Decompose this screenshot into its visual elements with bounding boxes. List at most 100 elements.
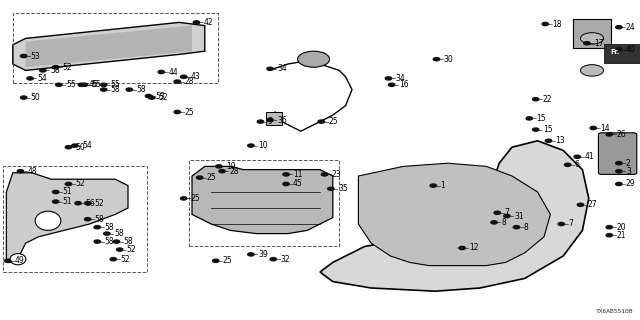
Text: 44: 44 <box>168 68 178 76</box>
Circle shape <box>174 80 180 83</box>
Text: 17: 17 <box>594 39 604 48</box>
Circle shape <box>321 173 328 176</box>
Circle shape <box>158 70 164 74</box>
Text: 51: 51 <box>63 188 72 196</box>
Text: 39: 39 <box>258 250 268 259</box>
Text: 52: 52 <box>63 63 72 72</box>
Text: 52: 52 <box>127 245 136 254</box>
Circle shape <box>56 83 62 86</box>
Text: 25: 25 <box>191 194 200 203</box>
Circle shape <box>459 246 465 250</box>
Circle shape <box>504 214 510 218</box>
Text: 58: 58 <box>111 85 120 94</box>
Text: Fr.: Fr. <box>610 49 620 55</box>
Circle shape <box>52 200 59 203</box>
Circle shape <box>216 165 222 168</box>
Circle shape <box>270 258 276 261</box>
Circle shape <box>84 202 91 205</box>
Circle shape <box>606 133 612 136</box>
Circle shape <box>196 176 203 179</box>
Text: 25: 25 <box>184 108 194 116</box>
Circle shape <box>148 96 155 99</box>
Text: 52: 52 <box>95 199 104 208</box>
Text: 42: 42 <box>204 18 213 27</box>
Text: 55: 55 <box>111 80 120 89</box>
Circle shape <box>248 253 254 256</box>
Text: 43: 43 <box>191 72 200 81</box>
Circle shape <box>616 48 622 51</box>
Text: 8: 8 <box>501 218 506 227</box>
Bar <box>573 19 611 48</box>
Circle shape <box>433 58 440 61</box>
Circle shape <box>580 65 604 76</box>
Circle shape <box>616 162 622 165</box>
Circle shape <box>40 69 46 72</box>
Text: 7: 7 <box>568 220 573 228</box>
Text: 15: 15 <box>543 125 552 134</box>
Text: 25: 25 <box>207 173 216 182</box>
Text: 23: 23 <box>332 170 341 179</box>
Text: 13: 13 <box>556 136 565 145</box>
Text: 31: 31 <box>514 212 524 220</box>
Text: 58: 58 <box>95 215 104 224</box>
Text: TX6AB5510B: TX6AB5510B <box>596 308 634 314</box>
Circle shape <box>145 94 152 98</box>
Circle shape <box>78 83 84 86</box>
Ellipse shape <box>35 211 61 230</box>
Circle shape <box>116 248 123 251</box>
Text: 16: 16 <box>399 80 408 89</box>
Circle shape <box>27 77 33 80</box>
Text: 21: 21 <box>616 231 626 240</box>
Text: 45: 45 <box>293 180 303 188</box>
Text: 58: 58 <box>50 66 60 75</box>
Bar <box>266 112 282 125</box>
Text: 36: 36 <box>277 116 287 124</box>
Circle shape <box>100 83 107 86</box>
Text: 48: 48 <box>28 167 37 176</box>
Circle shape <box>20 96 27 99</box>
Text: 46: 46 <box>88 80 98 89</box>
Text: 19: 19 <box>226 162 236 171</box>
Text: 25: 25 <box>223 256 232 265</box>
Polygon shape <box>192 166 333 234</box>
Text: 58: 58 <box>104 237 114 246</box>
Text: 58: 58 <box>104 223 114 232</box>
Polygon shape <box>13 22 205 70</box>
Circle shape <box>318 120 324 123</box>
Circle shape <box>545 139 552 142</box>
Circle shape <box>110 258 116 261</box>
Circle shape <box>532 128 539 131</box>
Circle shape <box>126 88 132 91</box>
Circle shape <box>84 218 91 221</box>
Circle shape <box>532 98 539 101</box>
Circle shape <box>577 203 584 206</box>
Circle shape <box>494 211 500 214</box>
Circle shape <box>328 187 334 190</box>
Circle shape <box>283 182 289 186</box>
Circle shape <box>174 110 180 114</box>
Text: 7: 7 <box>504 208 509 217</box>
Text: 11: 11 <box>293 170 303 179</box>
Text: 50: 50 <box>31 93 40 102</box>
Circle shape <box>17 170 24 173</box>
Text: 54: 54 <box>37 74 47 83</box>
Circle shape <box>257 120 264 123</box>
FancyBboxPatch shape <box>598 133 637 174</box>
Text: 30: 30 <box>444 55 453 64</box>
Text: 34: 34 <box>277 64 287 73</box>
Circle shape <box>65 182 72 186</box>
Circle shape <box>248 144 254 147</box>
Text: 25: 25 <box>328 117 338 126</box>
Text: 8: 8 <box>524 223 528 232</box>
Text: 12: 12 <box>469 244 479 252</box>
Circle shape <box>100 88 107 91</box>
Text: 40: 40 <box>626 45 636 54</box>
Text: 6: 6 <box>575 160 580 169</box>
Circle shape <box>20 54 27 58</box>
Circle shape <box>388 83 395 86</box>
Circle shape <box>94 226 100 229</box>
Circle shape <box>4 259 11 262</box>
Circle shape <box>385 77 392 80</box>
Text: 27: 27 <box>588 200 597 209</box>
Circle shape <box>526 117 532 120</box>
